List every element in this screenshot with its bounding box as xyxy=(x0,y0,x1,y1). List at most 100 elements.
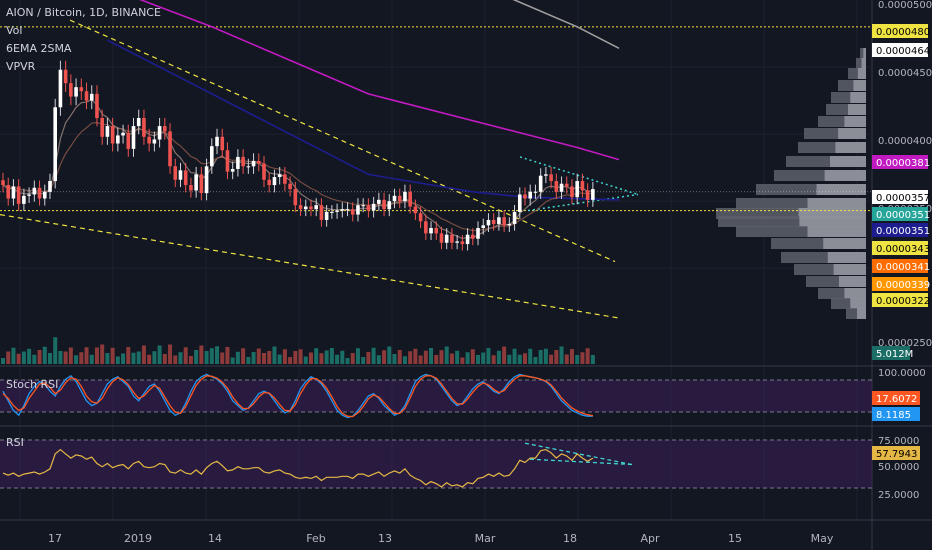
price-badge-label: 0.0000381 xyxy=(876,158,930,169)
trendline-lower xyxy=(0,213,619,319)
volume-bar xyxy=(444,346,449,364)
volume-profile-bar xyxy=(818,288,866,299)
time-tick-label: Feb xyxy=(306,532,325,545)
volume-bar xyxy=(324,350,329,364)
candle-body xyxy=(267,179,272,186)
volume-profile-bar xyxy=(806,276,866,287)
volume-bar xyxy=(392,354,397,364)
volume-profile-bar-up xyxy=(807,226,866,237)
volume-bar xyxy=(423,350,428,364)
volume-bar xyxy=(376,355,381,364)
volume-bar xyxy=(512,348,517,364)
candle-body xyxy=(236,156,240,169)
rsi-label[interactable]: RSI xyxy=(6,436,24,449)
candle-body xyxy=(481,225,486,228)
volume-bar xyxy=(549,354,554,364)
candle-body xyxy=(178,170,183,180)
time-tick-label: 13 xyxy=(378,532,392,545)
volume-profile-bar-up xyxy=(844,116,866,127)
volume-bar xyxy=(575,355,580,364)
indicator-vol[interactable]: Vol xyxy=(6,24,23,37)
volume-bar xyxy=(204,351,209,364)
candle-body xyxy=(570,186,574,198)
volume-profile-bar-up xyxy=(844,288,866,299)
price-badge xyxy=(872,155,928,169)
volume-bar xyxy=(6,351,11,364)
candle-body xyxy=(230,168,235,172)
volume-badge-label: 5.012M xyxy=(876,349,913,360)
volume-bar xyxy=(173,355,178,364)
candle-body xyxy=(262,163,266,180)
rsi-tick-label: 75.0000 xyxy=(878,436,919,447)
volume-bar xyxy=(262,353,266,364)
candle-body xyxy=(89,93,94,101)
rsi-tick-label: 25.0000 xyxy=(878,490,919,501)
candle-body xyxy=(142,118,146,137)
price-badge xyxy=(872,259,928,273)
volume-bar xyxy=(455,350,460,364)
volume-profile-bar xyxy=(794,264,866,275)
candle-body xyxy=(502,217,506,226)
candle-body xyxy=(204,166,209,194)
price-badge-label: 0.0000351 xyxy=(876,226,930,237)
candle-body xyxy=(288,183,292,190)
candle-body xyxy=(471,234,475,239)
rsi-value-label: 57.7943 xyxy=(876,449,917,460)
volume-bar xyxy=(37,350,42,364)
candle-body xyxy=(512,211,517,224)
volume-bar xyxy=(246,357,251,364)
volume-bar xyxy=(141,345,146,364)
candle-body xyxy=(225,150,230,172)
candle-body xyxy=(575,181,579,198)
candle-body xyxy=(163,126,167,132)
candle-body xyxy=(465,234,470,245)
volume-profile-bar xyxy=(756,184,866,195)
volume-profile-bar-up xyxy=(824,170,866,181)
price-badge-label: 0.0000322 xyxy=(876,296,930,307)
candle-body xyxy=(126,132,131,149)
time-tick-label: 15 xyxy=(728,532,742,545)
stoch-rsi-label[interactable]: Stoch RSI xyxy=(6,378,59,391)
volume-profile-bar-up xyxy=(853,80,866,91)
price-badge-label: 0.0000339 xyxy=(876,280,930,291)
volume-bar xyxy=(136,351,141,364)
price-badge-label: 0.0000480 xyxy=(876,27,930,38)
candle-body xyxy=(42,191,47,199)
candle-body xyxy=(58,69,63,108)
trendline-upper xyxy=(69,19,616,263)
volume-bar xyxy=(215,346,220,364)
volume-bar xyxy=(288,357,293,364)
stoch-band xyxy=(0,380,872,412)
volume-bar xyxy=(319,353,324,364)
candle-body xyxy=(392,195,397,202)
price-badge xyxy=(872,207,928,221)
volume-bar xyxy=(528,348,533,364)
volume-bar xyxy=(53,337,58,364)
volume-bar xyxy=(533,357,538,364)
candle-body xyxy=(533,191,538,193)
volume-bar xyxy=(68,347,73,364)
volume-bar xyxy=(157,345,162,364)
candle-body xyxy=(356,205,360,215)
volume-bar xyxy=(387,346,392,364)
rsi-trendline xyxy=(529,458,633,466)
stoch-value-badge xyxy=(872,391,920,405)
candle-body xyxy=(335,210,339,212)
triangle-lower xyxy=(527,193,639,212)
candle-body xyxy=(564,183,569,187)
volume-profile-bar xyxy=(860,48,866,59)
volume-bar xyxy=(538,350,543,364)
volume-bar xyxy=(335,354,340,364)
candle-body xyxy=(189,185,193,191)
volume-bar xyxy=(209,348,214,364)
indicator-ema-sma[interactable]: 6EMA 2SMA xyxy=(6,42,72,55)
volume-bar xyxy=(230,357,235,364)
candle-body xyxy=(434,228,439,234)
indicator-vpvr[interactable]: VPVR xyxy=(6,60,36,73)
volume-bar xyxy=(507,354,512,364)
candle-body xyxy=(147,136,151,144)
volume-profile-bar xyxy=(771,238,866,249)
volume-bar xyxy=(251,352,256,364)
candle-body xyxy=(314,205,318,210)
